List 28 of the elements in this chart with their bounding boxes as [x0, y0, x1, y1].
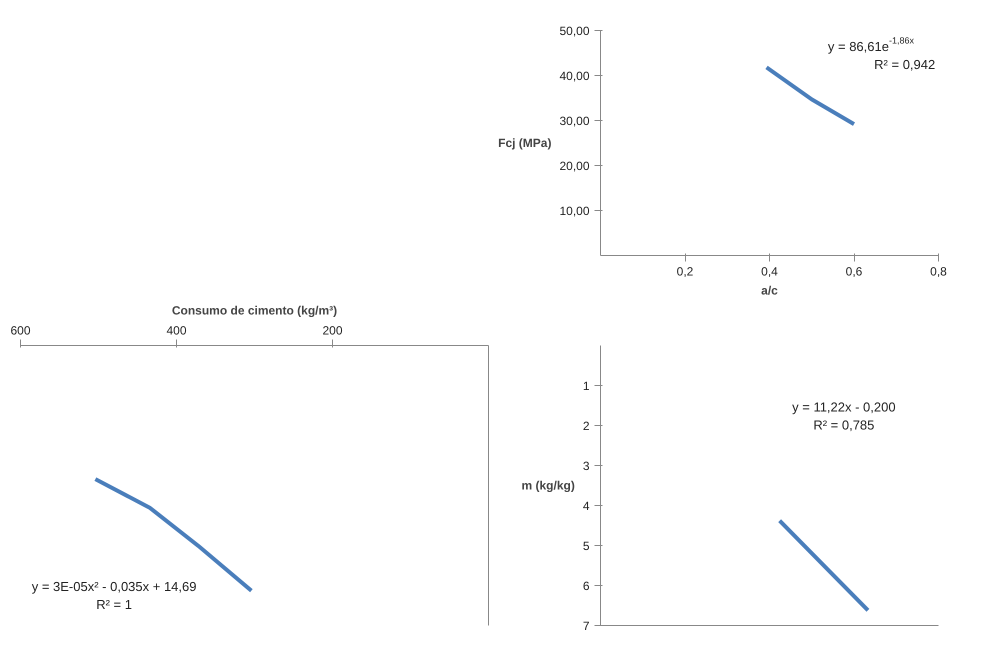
y-tick-label: 50,00: [559, 24, 590, 38]
y-tick-label: 1: [582, 379, 590, 393]
x-axis-title: Consumo de cimento (kg/m³): [172, 304, 338, 318]
annotation: R² = 1: [96, 596, 132, 612]
y-tick-label: 3: [582, 459, 590, 473]
y-axis-title: m (kg/kg): [521, 478, 575, 492]
y-tick-label: 4: [582, 499, 590, 513]
y-tick-label: 6: [582, 579, 590, 593]
y-tick-label: 40,00: [559, 69, 590, 83]
x-tick-label: 200: [322, 324, 343, 338]
y-tick-label: 5: [582, 539, 590, 553]
annotation: y = 3E-05x² - 0,035x + 14,69: [32, 578, 196, 594]
annotation: R² = 0,942: [874, 56, 936, 72]
y-tick-label: 30,00: [559, 114, 590, 128]
y-tick-label: 20,00: [559, 159, 590, 173]
x-tick-label: 0,2: [676, 264, 694, 278]
y-tick-label: 10,00: [559, 204, 590, 218]
x-tick-label: 0,6: [846, 264, 863, 278]
x-tick-label: 600: [10, 324, 31, 338]
x-tick-label: 400: [166, 324, 187, 338]
x-tick-label: 0,8: [930, 264, 948, 278]
y-axis-title: Fcj (MPa): [498, 136, 552, 150]
annotation: y = 11,22x - 0,200: [792, 400, 896, 415]
x-tick-label: 0,4: [761, 264, 778, 278]
x-axis-title: a/c: [761, 284, 778, 298]
y-tick-label: 7: [582, 619, 590, 633]
y-tick-label: 2: [582, 419, 590, 433]
annotation: R² = 0,785: [813, 418, 874, 433]
